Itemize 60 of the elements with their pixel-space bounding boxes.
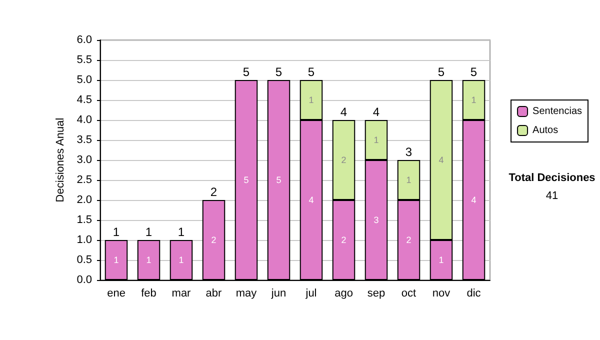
- data-label: 2: [341, 235, 346, 245]
- y-tick-label: 4.5: [76, 94, 92, 106]
- data-label: 5: [276, 175, 282, 185]
- y-tick-label: 0.5: [76, 254, 92, 266]
- total-label: 1: [112, 225, 120, 239]
- x-tick-label: may: [236, 288, 258, 300]
- total-label: 2: [210, 185, 218, 199]
- data-label: 1: [374, 135, 379, 145]
- data-label: 2: [406, 235, 412, 245]
- total-label: 5: [438, 65, 445, 79]
- total-label: 5: [275, 65, 282, 79]
- data-label: 4: [471, 195, 476, 205]
- data-label: 4: [308, 195, 314, 205]
- y-tick-label: 3.0: [76, 154, 92, 166]
- total-label: 5: [242, 65, 250, 79]
- y-tick-label: 5.5: [76, 54, 92, 66]
- x-tick-label: feb: [141, 288, 156, 300]
- y-tick-label: 4.0: [76, 114, 92, 126]
- x-tick-label: ene: [107, 288, 126, 300]
- x-tick-label: ago: [334, 288, 353, 300]
- data-label: 1: [406, 175, 412, 185]
- total-label: 4: [372, 105, 380, 119]
- y-tick-label: 2.5: [76, 174, 92, 186]
- x-tick-label: oct: [401, 288, 416, 300]
- data-label: 1: [114, 255, 119, 265]
- text: 41: [546, 190, 558, 202]
- text: Total Decisiones: [508, 172, 596, 184]
- data-label: 3: [374, 215, 379, 225]
- total-label: 1: [145, 225, 152, 239]
- y-tick-label: 1.5: [76, 214, 92, 226]
- data-label: 1: [178, 255, 184, 265]
- data-label: 2: [211, 235, 216, 245]
- data-label: 1: [438, 255, 444, 265]
- x-tick-label: dic: [466, 288, 482, 300]
- legend-label: Sentencias: [532, 106, 582, 117]
- legend-label: Autos: [532, 125, 558, 136]
- y-tick-label: 3.5: [76, 134, 92, 146]
- x-tick-label: nov: [432, 288, 451, 300]
- x-tick-label: mar: [172, 288, 192, 300]
- y-tick-label: 6.0: [76, 34, 92, 46]
- x-tick-label: jul: [304, 288, 317, 300]
- total-label: 5: [470, 65, 478, 79]
- x-tick-label: jun: [270, 288, 286, 300]
- total-label: 3: [405, 145, 412, 159]
- total-label: 1: [178, 225, 185, 239]
- data-label: 5: [244, 175, 249, 185]
- data-label: 1: [308, 95, 314, 105]
- data-label: 1: [471, 95, 476, 105]
- y-tick-label: 2.0: [76, 194, 92, 206]
- x-tick-label: sep: [367, 288, 386, 300]
- data-label: 1: [146, 255, 152, 265]
- y-tick-label: 0.0: [76, 274, 92, 286]
- y-tick-label: 1.0: [76, 234, 92, 246]
- y-axis-title: Decisiones Anual: [54, 118, 66, 202]
- total-label: 4: [340, 105, 348, 119]
- data-label: 2: [341, 155, 346, 165]
- total-label: 5: [308, 65, 315, 79]
- x-tick-label: abr: [206, 288, 222, 300]
- y-tick-label: 5.0: [76, 74, 92, 86]
- data-label: 4: [438, 155, 444, 165]
